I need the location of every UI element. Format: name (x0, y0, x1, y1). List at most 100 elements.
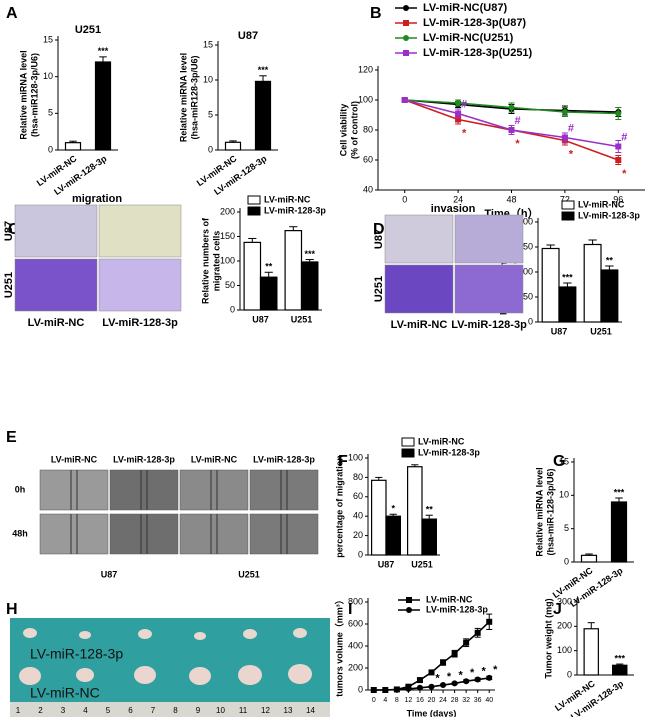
bar (256, 81, 271, 150)
scratch-image (40, 514, 108, 554)
y-tick-label: 0 (567, 669, 572, 679)
legend-swatch (402, 449, 414, 457)
significance: * (569, 148, 574, 160)
row-label: U87 (3, 221, 15, 241)
x-tick-label: 40 (485, 697, 493, 704)
point (615, 111, 621, 117)
y-tick-label: 5 (564, 523, 569, 533)
column-label: LV-miR-128-3p (253, 454, 315, 464)
x-tick-label: U87 (252, 314, 269, 324)
ruler-number: 6 (128, 706, 133, 715)
error-bar (259, 76, 267, 82)
bar (285, 231, 301, 310)
significance: *** (562, 272, 573, 282)
y-tick-label: 0 (208, 144, 213, 154)
y-tick-label: 0 (528, 316, 533, 326)
row-label: U251 (373, 276, 385, 302)
ruler-number: 11 (239, 706, 248, 715)
y-axis-label: Cell viability (338, 104, 348, 157)
point (455, 111, 461, 117)
y-tick-label: 5 (208, 109, 213, 119)
legend-label: LV-miR-NC(U251) (423, 32, 514, 44)
y-tick-label: 0 (358, 549, 363, 559)
legend-marker (403, 5, 409, 11)
error-bar (588, 240, 596, 245)
point (463, 678, 469, 684)
tumor (288, 664, 312, 684)
micrograph (99, 259, 181, 311)
y-tick-label: 80 (363, 124, 373, 134)
y-tick-label: 100 (348, 452, 363, 462)
chart-title: U251 (75, 24, 101, 36)
scratch-image (110, 470, 178, 510)
point (475, 677, 481, 683)
bar (613, 665, 627, 675)
tumor (293, 628, 307, 638)
error-bar (588, 623, 595, 629)
image-title: invasion (431, 203, 476, 215)
group-label: U87 (101, 569, 118, 579)
column-label: LV-miR-NC (191, 454, 238, 464)
scratch-image (180, 514, 248, 554)
x-tick-label: U251 (291, 314, 313, 324)
point (402, 97, 408, 103)
micrograph (455, 215, 523, 263)
y-tick-label: 0 (48, 144, 53, 154)
legend-label: LV-miR-128-3p (426, 604, 488, 614)
tumor (194, 632, 206, 640)
y-axis-label: (hsa-miR-128-3p/U6) (545, 468, 555, 555)
point (394, 687, 400, 693)
significance: * (493, 664, 498, 676)
y-axis-label: percentage of migration (334, 455, 344, 558)
y-tick-label: 15 (43, 34, 53, 44)
ruler-number: 2 (38, 706, 43, 715)
point (615, 157, 621, 163)
point (486, 675, 492, 681)
point (562, 109, 568, 115)
legend-label: LV-miR-128-3p (264, 205, 326, 215)
ruler-number: 12 (261, 706, 270, 715)
bar (559, 287, 576, 322)
significance: # (514, 115, 520, 127)
point (475, 630, 481, 636)
x-tick-label: 12 (405, 697, 413, 704)
legend-swatch (402, 438, 414, 446)
y-axis-label: migrated cells (211, 231, 221, 292)
y-tick-label: 50 (225, 280, 235, 290)
point (382, 687, 388, 693)
x-tick-label: LV-miR-128-3p (212, 153, 269, 197)
legend-label: LV-miR-NC (578, 199, 625, 209)
y-tick-label: 300 (557, 596, 572, 606)
tumor (189, 667, 211, 685)
ruler-number: 10 (216, 706, 225, 715)
y-tick-label: 120 (358, 64, 373, 74)
significance: * (515, 138, 520, 150)
legend-marker (403, 50, 409, 56)
bar (582, 555, 597, 562)
photo-label: LV-miR-128-3p (30, 646, 123, 662)
bar (386, 516, 400, 555)
y-tick-label: 40 (363, 184, 373, 194)
micrograph (385, 265, 453, 313)
significance: *** (614, 487, 625, 497)
tumor (76, 668, 94, 682)
tumor (134, 666, 156, 684)
bar (612, 502, 627, 562)
point (486, 619, 492, 625)
scratch-image (180, 470, 248, 510)
row-label: U87 (373, 229, 385, 249)
y-tick-label: 200 (220, 206, 235, 216)
micrograph (455, 265, 523, 313)
y-tick-label: 20 (353, 530, 363, 540)
x-tick-label: LV-miR-128-3p (52, 153, 109, 197)
x-tick-label: U87 (551, 326, 568, 336)
column-label: LV-miR-128-3p (113, 454, 175, 464)
point (562, 135, 568, 141)
bar (226, 142, 241, 150)
bar (372, 480, 386, 555)
legend-label: LV-miR-NC(U87) (423, 2, 507, 14)
column-label: LV-miR-NC (51, 454, 98, 464)
legend-label: LV-miR-NC (426, 594, 473, 604)
column-label: LV-miR-NC (391, 319, 448, 331)
